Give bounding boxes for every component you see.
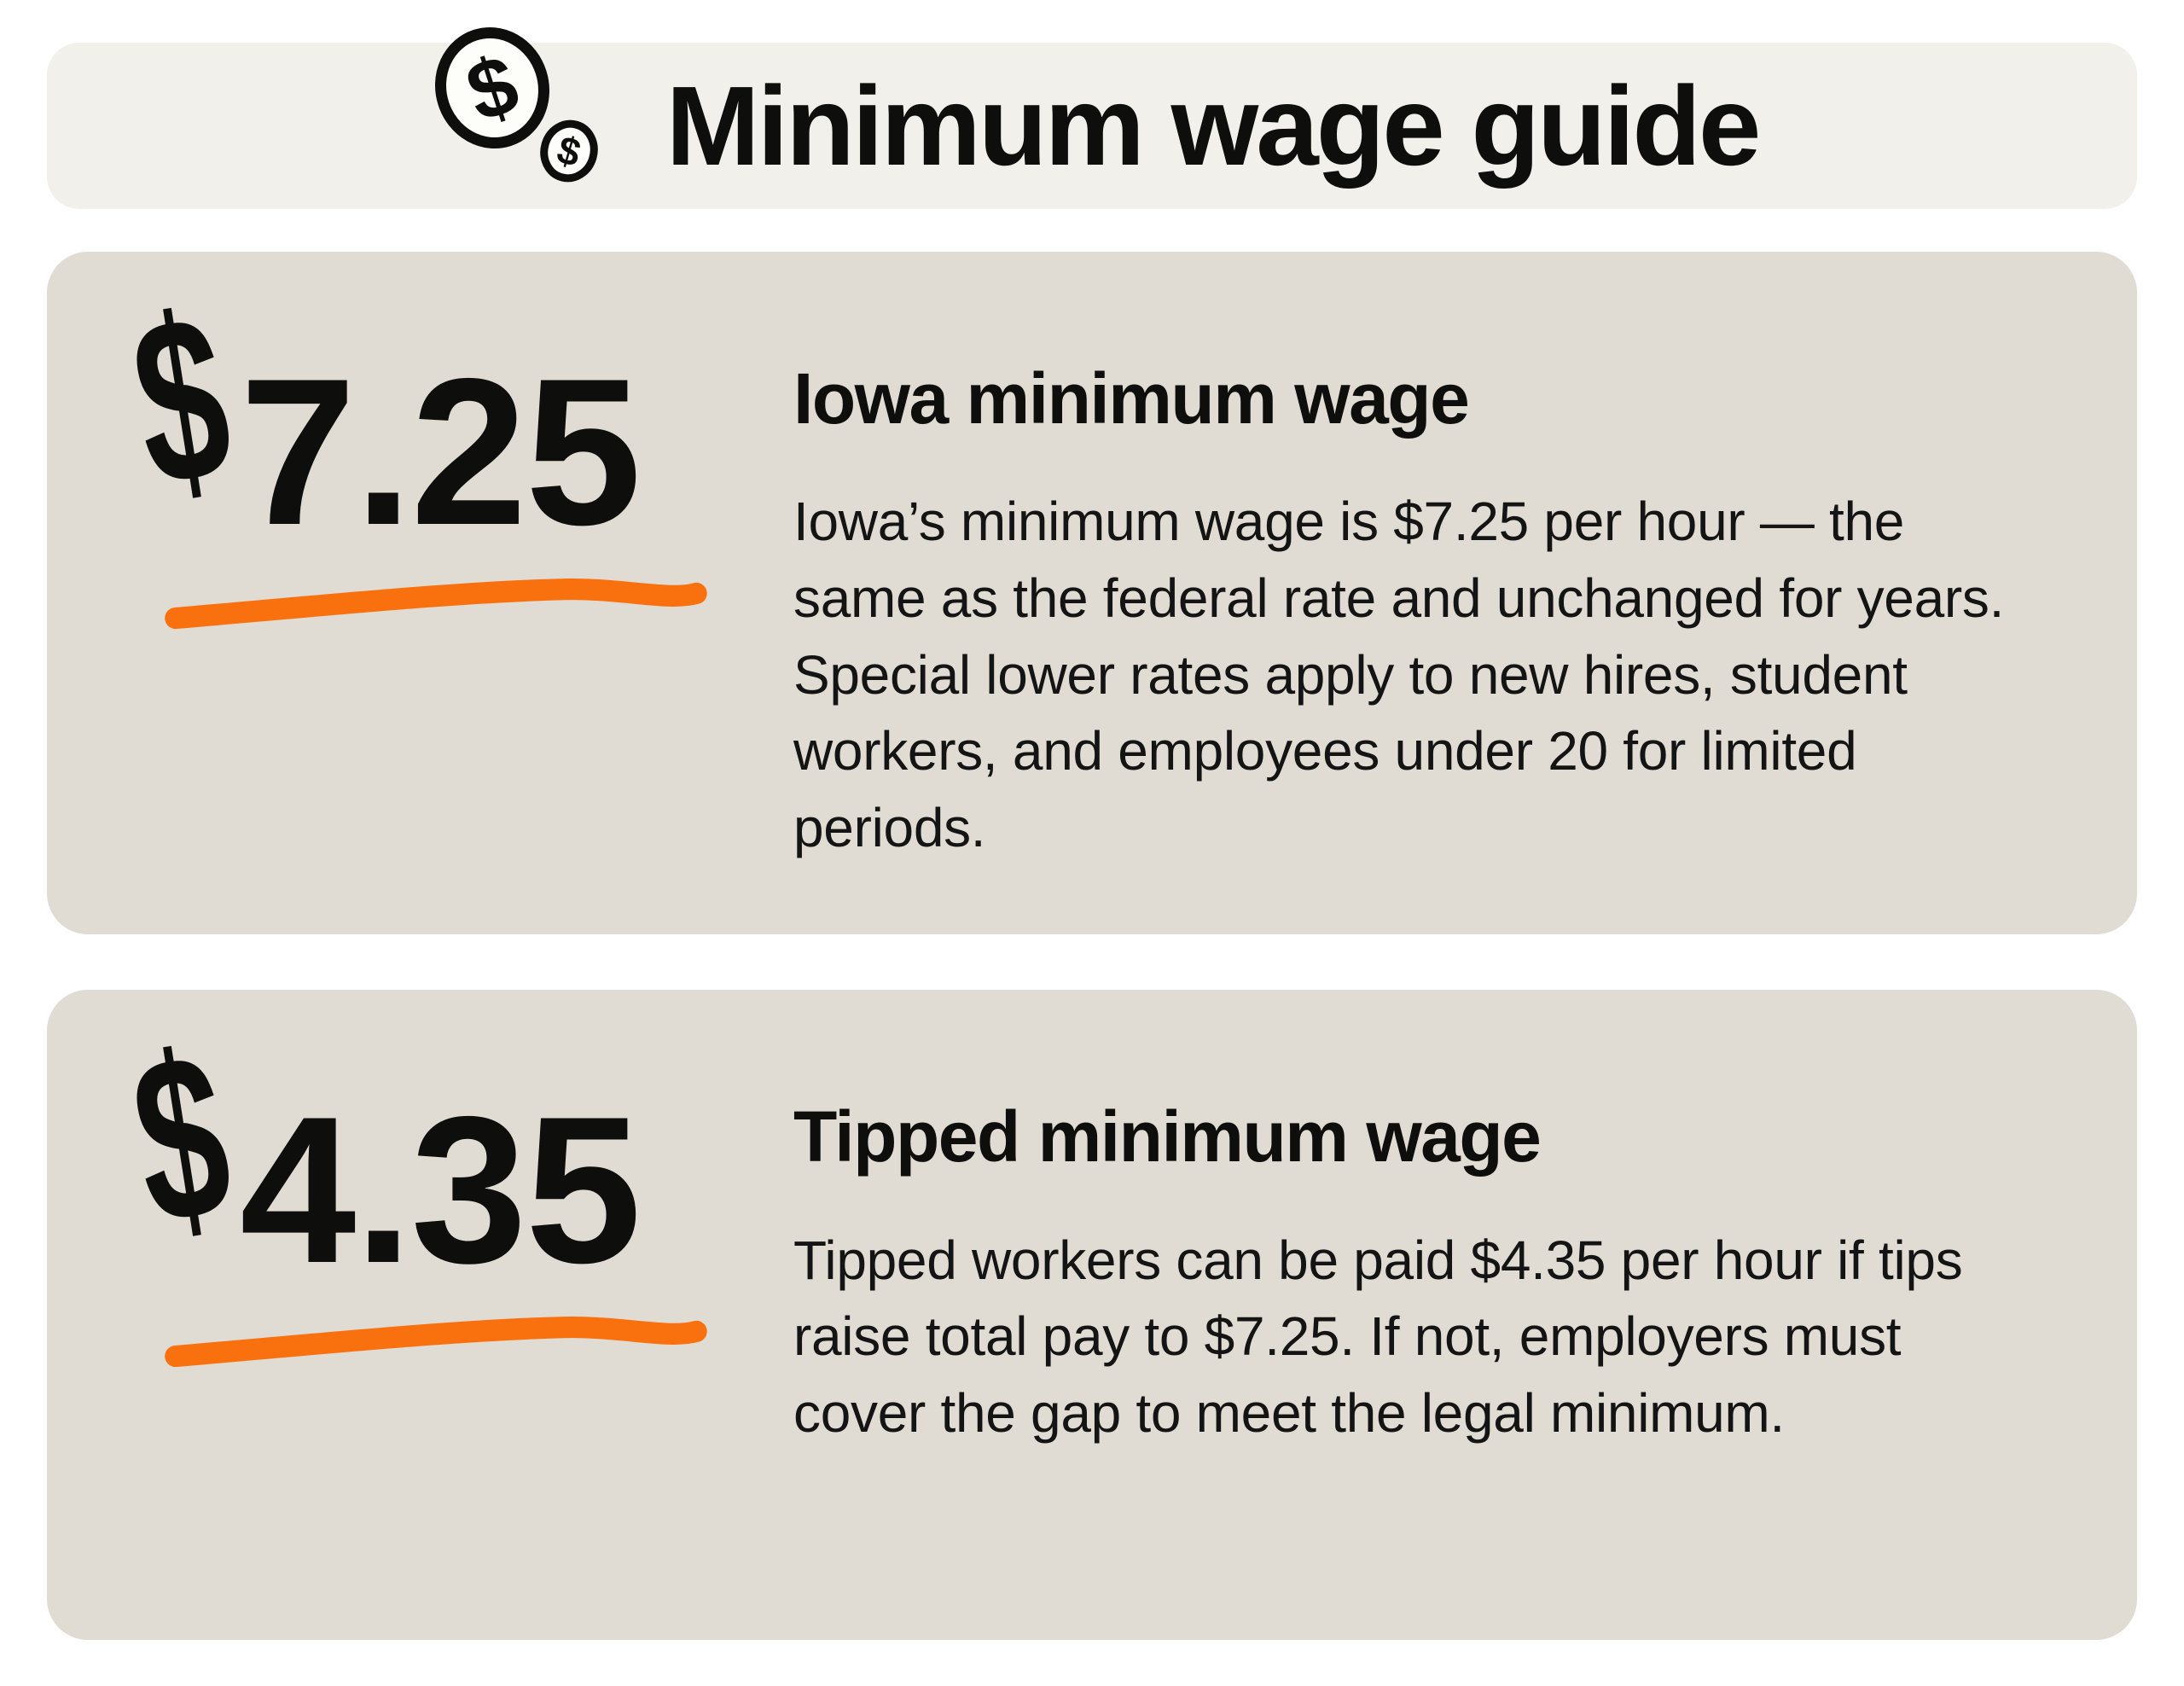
wage-amount-digits: 4.35 [240, 1073, 642, 1307]
card-body: Tipped workers can be paid $4.35 per hou… [793, 1229, 1963, 1444]
wage-amount-block: $4.35 [118, 1002, 793, 1572]
page-title: Minimum wage guide [665, 62, 1762, 189]
card-tipped-minimum-wage: $4.35 Tipped minimum wage Tipped workers… [47, 990, 2137, 1641]
card-text-block: Iowa minimum wage Iowa’s minimum wage is… [793, 337, 2035, 866]
wage-amount: $4.35 [118, 1002, 793, 1307]
dollar-sign: $ [117, 1002, 246, 1276]
card-heading: Tipped minimum wage [793, 1096, 1542, 1177]
orange-underline [165, 1317, 707, 1368]
wage-amount: $7.25 [118, 264, 793, 568]
card-text-block: Tipped minimum wage Tipped workers can b… [793, 1075, 2035, 1572]
wage-amount-digits: 7.25 [240, 334, 642, 568]
header-bar: $ $ Minimum wage guide [47, 26, 2137, 209]
card-iowa-minimum-wage: $7.25 Iowa minimum wage Iowa’s minimum w… [47, 252, 2137, 935]
wage-amount-block: $7.25 [118, 264, 793, 866]
dollar-coins-icon: $ $ [426, 26, 605, 184]
dollar-sign: $ [117, 264, 246, 537]
orange-underline [165, 578, 707, 630]
card-body: Iowa’s minimum wage is $7.25 per hour — … [793, 491, 2005, 858]
card-heading: Iowa minimum wage [793, 358, 1470, 439]
